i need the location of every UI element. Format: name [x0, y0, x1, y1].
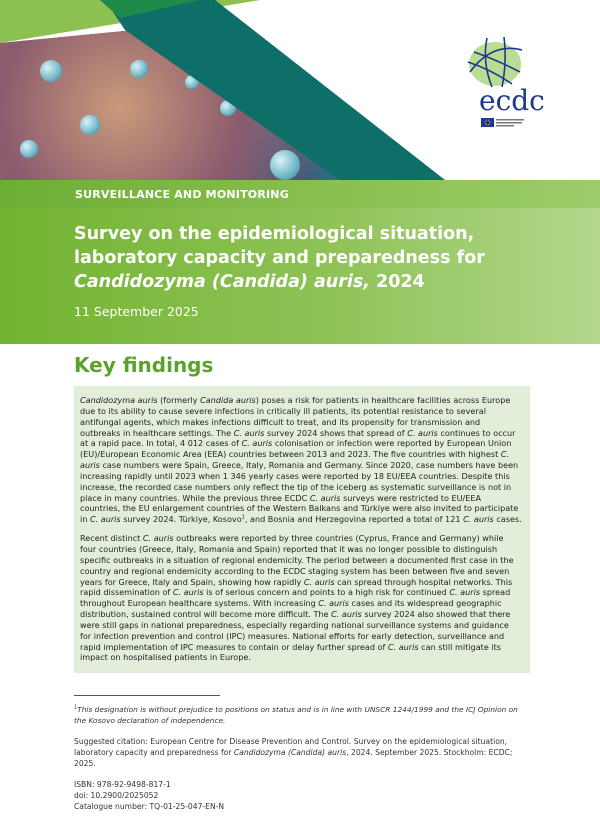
- title-panel: Survey on the epidemiological situation,…: [0, 208, 600, 344]
- paragraph-text: outbreaks were reported by three countri…: [80, 533, 514, 587]
- key-findings-paragraph: Recent distinct C. auris outbreaks were …: [80, 533, 522, 663]
- logo-wordmark: ecdc: [479, 84, 545, 117]
- identifiers: ISBN: 978-92-9498-817-1 doi: 10.2900/202…: [74, 779, 530, 812]
- key-findings-paragraph: Candidozyma auris (formerly Candida auri…: [80, 395, 522, 525]
- doi: doi: 10.2900/2025052: [74, 791, 159, 801]
- species-name: C. auris: [407, 427, 438, 438]
- paragraph-text: (formerly: [157, 395, 201, 405]
- isbn: ISBN: 978-92-9498-817-1: [74, 780, 171, 790]
- paragraph-text: cases and its widespread geographic dist…: [80, 598, 502, 620]
- category-band: SURVEILLANCE AND MONITORING: [0, 180, 600, 208]
- footnote-text: This designation is without prejudice to…: [74, 705, 518, 726]
- species-name: C. auris: [387, 641, 419, 652]
- paragraph-text: ) poses a risk for patients in healthcar…: [80, 395, 511, 438]
- paragraph-text: case numbers were Spain, Greece, Italy, …: [80, 460, 519, 503]
- species-name: C. auris: [463, 514, 494, 525]
- title-species: Candidozyma (Candida) auris,: [74, 272, 370, 292]
- main-content: Key findings Candidozyma auris (formerly…: [0, 344, 600, 822]
- species-name: C. auris: [449, 587, 481, 598]
- paragraph-text: surveys were restricted to EU/EEA countr…: [80, 492, 519, 525]
- species-name: C. auris: [233, 427, 265, 438]
- species-name: Candidozyma auris: [80, 395, 158, 405]
- paragraph-text: survey 2024. Türkiye, Kosovo: [120, 514, 242, 525]
- document-title: Survey on the epidemiological situation,…: [74, 222, 570, 294]
- paragraph-text: can still mitigate its impact on hospita…: [80, 641, 502, 663]
- species-name: C. auris: [80, 449, 510, 471]
- key-findings-box: Candidozyma auris (formerly Candida auri…: [74, 386, 530, 674]
- footnote-divider: [74, 695, 220, 697]
- citation-text: Suggested citation: European Centre for …: [74, 737, 508, 758]
- paragraph-text: continues to occur at a rapid pace. In t…: [80, 427, 516, 449]
- paragraph-text: Recent distinct: [80, 533, 143, 544]
- catalogue-number: Catalogue number: TQ-01-25-047-EN-N: [74, 802, 225, 812]
- species-name: C. auris: [331, 609, 362, 620]
- species-name: C. auris: [89, 514, 121, 525]
- species-name: C. auris: [241, 438, 273, 449]
- species-name: C. auris: [172, 587, 204, 598]
- paragraph-text: cases.: [493, 514, 522, 525]
- species-name: C. auris: [318, 598, 349, 609]
- ecdc-logo: ecdc: [467, 36, 545, 127]
- paragraph-text: can spread through hospital networks. Th…: [80, 576, 513, 598]
- species-name: C. auris: [142, 533, 174, 544]
- publication-date: 11 September 2025: [74, 304, 199, 319]
- footnote-ref: 1: [241, 514, 245, 521]
- suggested-citation: Suggested citation: European Centre for …: [74, 736, 530, 769]
- cover-image: ecdc: [0, 0, 600, 180]
- paragraph-text: is of serious concern and points to a hi…: [203, 587, 450, 598]
- paragraph-text: survey 2024 shows that spread of: [264, 427, 408, 438]
- paragraph-text: spread throughout European healthcare sy…: [80, 587, 511, 609]
- key-findings-heading: Key findings: [74, 353, 214, 377]
- footnote-marker: 1: [74, 704, 78, 711]
- species-name: C. auris: [303, 576, 335, 587]
- species-name: Candida auris: [200, 395, 256, 405]
- species-name: C. auris: [309, 492, 341, 503]
- title-year: 2024: [369, 272, 425, 292]
- citation-text-end: , 2024. September 2025. Stockholm: ECDC;…: [74, 748, 513, 769]
- paragraph-text: colonisation or infection were reported …: [80, 438, 512, 460]
- paragraph-text: survey 2024 also showed that there were …: [80, 609, 511, 652]
- paragraph-text: , and Bosnia and Herzegovina reported a …: [244, 514, 464, 525]
- title-text: Survey on the epidemiological situation,…: [74, 224, 485, 268]
- footnote: 1This designation is without prejudice t…: [74, 704, 530, 726]
- citation-species: Candidozyma (Candida) auris: [233, 748, 347, 758]
